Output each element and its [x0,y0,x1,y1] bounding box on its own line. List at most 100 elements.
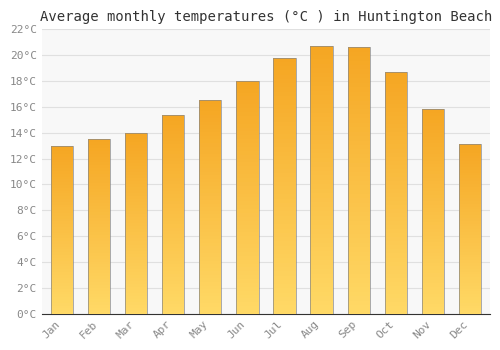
Bar [236,221,258,225]
Bar [459,215,481,218]
Bar [125,254,148,257]
Bar [51,146,73,148]
Bar [274,92,295,96]
Bar [236,81,258,85]
Bar [422,222,444,225]
Bar [310,50,332,55]
Bar [348,149,370,154]
Bar [422,177,444,181]
Bar [310,287,332,292]
Bar [162,214,184,218]
Bar [51,182,73,185]
Bar [274,186,295,190]
Bar [125,247,148,251]
Bar [348,87,370,92]
Bar [310,211,332,216]
Bar [422,147,444,150]
Bar [162,218,184,221]
Bar [310,270,332,274]
Bar [274,164,295,169]
Bar [51,202,73,204]
Bar [348,207,370,212]
Bar [88,279,110,282]
Bar [384,140,407,145]
Bar [88,139,110,142]
Bar [125,148,148,151]
Bar [199,286,222,289]
Bar [348,123,370,127]
Bar [459,300,481,303]
Bar [199,100,222,104]
Bar [274,156,295,160]
Bar [459,263,481,266]
Bar [51,185,73,188]
Title: Average monthly temperatures (°C ) in Huntington Beach: Average monthly temperatures (°C ) in Hu… [40,10,492,24]
Bar [88,235,110,238]
Bar [384,88,407,92]
Bar [422,191,444,195]
Bar [422,181,444,184]
Bar [310,86,332,91]
Bar [348,172,370,176]
Bar [236,252,258,256]
Bar [162,311,184,314]
Bar [348,274,370,279]
Bar [384,128,407,132]
Bar [51,190,73,193]
Bar [310,77,332,82]
Bar [236,159,258,162]
Bar [459,204,481,206]
Bar [310,220,332,225]
Bar [236,236,258,240]
Bar [310,292,332,296]
Bar [384,241,407,245]
Bar [422,266,444,270]
Bar [236,306,258,310]
Bar [422,198,444,202]
Bar [348,301,370,305]
Bar [236,271,258,275]
Bar [236,112,258,116]
Bar [125,251,148,254]
Bar [384,104,407,108]
Bar [274,75,295,79]
Bar [162,194,184,198]
Bar [199,250,222,253]
Bar [310,162,332,167]
Bar [384,116,407,120]
Bar [88,302,110,305]
Bar [51,236,73,238]
Bar [162,271,184,274]
Bar [384,225,407,229]
Bar [51,208,73,210]
Bar [162,138,184,141]
Bar [199,246,222,250]
Bar [384,237,407,241]
Bar [348,69,370,74]
Bar [274,173,295,177]
Bar [199,211,222,214]
Bar [459,144,481,147]
Bar [310,131,332,135]
Bar [422,232,444,236]
Bar [199,132,222,136]
Bar [88,226,110,230]
Bar [51,162,73,165]
Bar [236,240,258,244]
Bar [348,74,370,78]
Bar [199,189,222,193]
Bar [459,175,481,178]
Bar [459,150,481,153]
Bar [384,270,407,274]
Bar [236,127,258,131]
Bar [162,151,184,154]
Bar [459,147,481,150]
Bar [51,216,73,219]
Bar [162,118,184,121]
Bar [51,247,73,250]
Bar [459,184,481,187]
Bar [236,104,258,108]
Bar [310,256,332,260]
Bar [88,139,110,314]
Bar [310,207,332,211]
